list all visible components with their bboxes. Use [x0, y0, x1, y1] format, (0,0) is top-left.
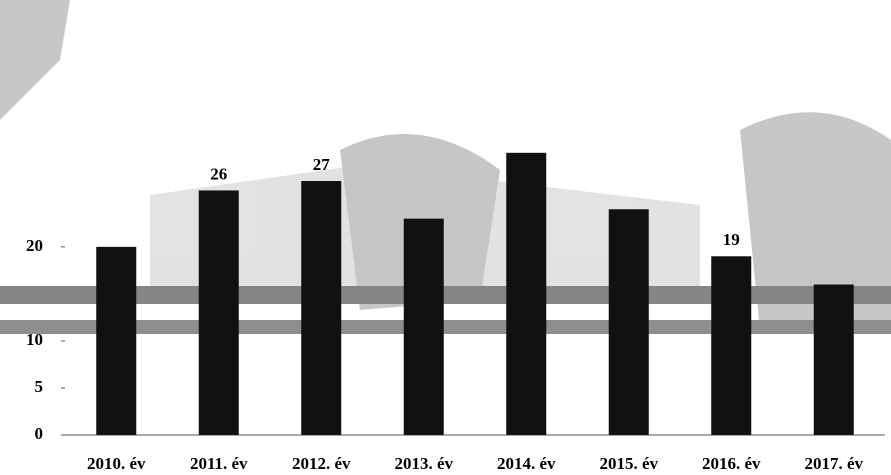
- x-tick-label: 2013. év: [394, 454, 453, 473]
- data-label: 26: [210, 164, 227, 183]
- y-tick-label: 20: [26, 236, 43, 255]
- y-tick-label: 5: [35, 377, 44, 396]
- bar: [301, 181, 342, 435]
- bar: [96, 246, 137, 435]
- y-tick-label: 10: [26, 330, 43, 349]
- x-tick-label: 2014. év: [497, 454, 556, 473]
- x-tick-label: 2011. év: [190, 454, 248, 473]
- x-tick-label: 2017. év: [804, 454, 863, 473]
- x-tick-label: 2012. év: [292, 454, 351, 473]
- y-tick-label: 0: [35, 424, 44, 443]
- data-label: 19: [723, 230, 740, 249]
- x-tick-label: 2015. év: [599, 454, 658, 473]
- bar: [608, 209, 649, 435]
- bar: [813, 284, 854, 435]
- data-label: 27: [313, 155, 331, 174]
- x-tick-label: 2016. év: [702, 454, 761, 473]
- x-tick-label: 2010. év: [87, 454, 146, 473]
- bar: [198, 190, 239, 435]
- bar: [711, 256, 752, 435]
- bar: [403, 218, 444, 435]
- bar: [506, 152, 547, 435]
